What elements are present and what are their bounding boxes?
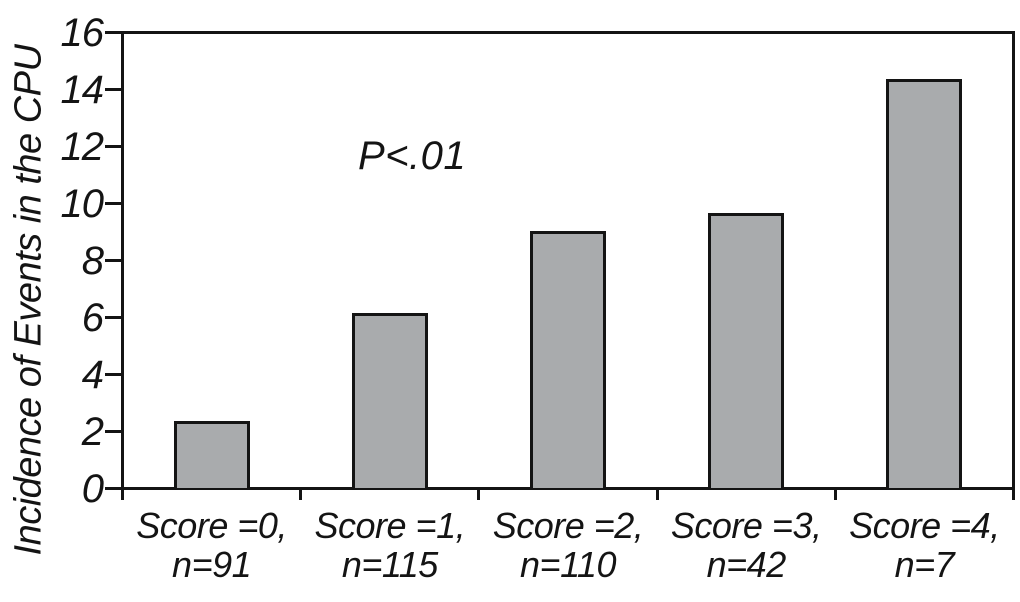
x-category-label-line1: Score =4, <box>849 505 1000 546</box>
y-tick-label: 0 <box>81 466 104 511</box>
y-tick-mark <box>105 487 121 490</box>
x-tick-mark <box>477 488 481 500</box>
y-tick-label: 12 <box>60 124 105 169</box>
y-tick-mark <box>105 373 121 376</box>
y-tick-label: 14 <box>60 67 105 112</box>
bar <box>173 421 250 488</box>
x-category-label-line2: n=91 <box>172 544 252 585</box>
x-category-label-line1: Score =1, <box>314 505 466 546</box>
bar <box>886 79 963 488</box>
x-category-label: Score =1, n=115 <box>297 506 483 584</box>
x-tick-mark <box>299 488 303 500</box>
x-category-label-line2: n=7 <box>894 544 955 585</box>
y-tick-mark <box>105 145 121 148</box>
x-category-label: Score =0, n=91 <box>119 506 305 584</box>
y-tick-mark <box>105 316 121 319</box>
y-tick-mark <box>105 31 121 34</box>
y-tick-label: 4 <box>81 352 104 397</box>
y-tick-label: 2 <box>81 409 104 454</box>
p-value-annotation: P<.01 <box>358 134 467 178</box>
x-category-label-line2: n=42 <box>706 544 787 585</box>
y-tick-mark <box>105 202 121 205</box>
y-tick-mark <box>105 259 121 262</box>
x-category-label-line1: Score =3, <box>670 505 822 546</box>
bar <box>530 230 606 488</box>
x-tick-mark <box>833 488 837 500</box>
bar <box>708 213 785 488</box>
x-category-label: Score =2, n=110 <box>475 506 661 584</box>
bar <box>351 313 428 488</box>
y-tick-mark <box>105 88 121 91</box>
x-category-label-line2: n=110 <box>520 544 616 585</box>
y-tick-label: 8 <box>81 238 104 283</box>
x-category-label: Score =4, n=7 <box>831 506 1017 584</box>
x-category-label-line2: n=115 <box>341 544 438 585</box>
x-category-label-line1: Score =0, <box>136 505 287 546</box>
x-tick-mark <box>655 488 659 500</box>
x-tick-mark <box>1012 488 1015 500</box>
x-tick-mark <box>121 488 124 500</box>
y-tick-label: 16 <box>60 10 105 55</box>
y-tick-mark <box>105 430 121 433</box>
x-category-label-line1: Score =2, <box>492 505 644 546</box>
plot-area <box>121 31 1015 490</box>
x-category-label: Score =3, n=42 <box>653 506 839 584</box>
y-tick-label: 6 <box>81 295 104 340</box>
y-tick-label: 10 <box>60 181 105 226</box>
